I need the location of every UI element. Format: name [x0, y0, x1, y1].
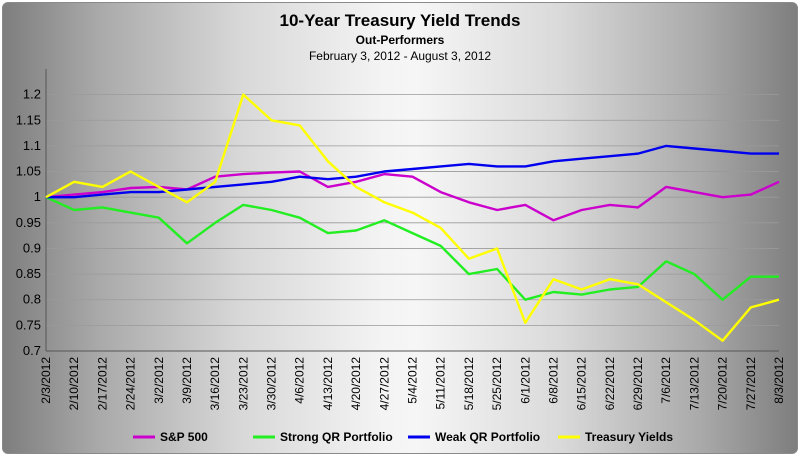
chart-date-range: February 3, 2012 - August 3, 2012 — [309, 49, 491, 63]
x-tick-label: 5/18/2012 — [462, 357, 476, 411]
x-tick-label: 2/3/2012 — [39, 357, 53, 404]
x-tick-label: 4/6/2012 — [293, 357, 307, 404]
x-tick-label: 3/23/2012 — [236, 357, 250, 411]
x-tick-label: 2/17/2012 — [95, 357, 109, 411]
chart-title: 10-Year Treasury Yield Trends — [280, 11, 521, 30]
x-axis-ticks: 2/3/2012 2/10/2012 2/17/2012 2/24/2012 3/2/2… — [39, 357, 786, 411]
y-tick-label: 0.9 — [23, 240, 41, 255]
x-tick-label: 6/29/2012 — [631, 357, 645, 411]
chart-canvas: 10-Year Treasury Yield Trends Out-Perfor… — [16, 11, 786, 444]
y-tick-label: 1.2 — [23, 87, 41, 102]
x-tick-label: 6/22/2012 — [603, 357, 617, 411]
x-tick-label: 3/9/2012 — [180, 357, 194, 404]
y-tick-label: 0.85 — [16, 266, 41, 281]
gridlines — [45, 69, 779, 352]
x-tick-label: 3/16/2012 — [208, 357, 222, 411]
legend-label: S&P 500 — [160, 430, 208, 444]
series-line-3 — [45, 93, 780, 342]
x-tick-label: 6/1/2012 — [518, 357, 532, 404]
y-axis-ticks: 1.2 1.15 1.1 1.05 1 0.95 0.9 0.85 0.8 0.75 0.7 — [16, 87, 41, 358]
x-tick-label: 4/13/2012 — [321, 357, 335, 411]
x-tick-label: 4/27/2012 — [377, 357, 391, 411]
y-tick-label: 1.05 — [16, 164, 41, 179]
x-tick-label: 7/13/2012 — [687, 357, 701, 411]
legend-label: Treasury Yields — [585, 430, 673, 444]
legend-label: Weak QR Portfolio — [435, 430, 540, 444]
x-tick-label: 4/20/2012 — [349, 357, 363, 411]
y-tick-label: 0.8 — [23, 292, 41, 307]
x-tick-label: 3/30/2012 — [265, 357, 279, 411]
y-tick-label: 0.75 — [16, 317, 41, 332]
y-tick-label: 0.7 — [23, 343, 41, 358]
x-tick-label: 5/25/2012 — [490, 357, 504, 411]
series-line-0 — [45, 170, 780, 222]
series-line-1 — [45, 196, 779, 301]
legend: S&P 500 Strong QR Portfolio Weak QR Portfo… — [133, 430, 673, 444]
y-tick-label: 0.95 — [16, 215, 41, 230]
y-tick-label: 1.15 — [16, 112, 41, 127]
x-tick-label: 7/27/2012 — [744, 357, 758, 411]
x-tick-label: 7/6/2012 — [659, 357, 673, 404]
x-tick-label: 6/8/2012 — [546, 357, 560, 404]
x-tick-label: 5/4/2012 — [406, 357, 420, 404]
x-tick-label: 5/11/2012 — [434, 357, 448, 410]
x-tick-label: 3/2/2012 — [152, 357, 166, 404]
x-tick-label: 7/20/2012 — [716, 357, 730, 411]
chart-subtitle: Out-Performers — [356, 33, 445, 47]
y-tick-label: 1 — [34, 189, 41, 204]
x-tick-label: 2/10/2012 — [67, 357, 81, 411]
legend-label: Strong QR Portfolio — [280, 430, 393, 444]
y-tick-label: 1.1 — [23, 138, 41, 153]
series-lines — [45, 93, 780, 342]
x-tick-label: 8/3/2012 — [772, 357, 786, 404]
x-tick-label: 6/15/2012 — [575, 357, 589, 411]
x-tick-label: 2/24/2012 — [124, 357, 138, 411]
